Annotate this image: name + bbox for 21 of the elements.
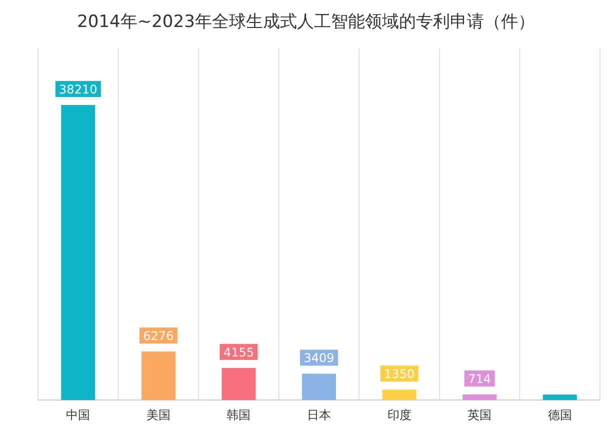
x-tick-label: 中国 [66,408,90,422]
bar [542,394,577,400]
x-tick-label: 日本 [307,408,331,422]
x-tick-label: 韩国 [226,408,251,422]
bar [141,352,176,400]
bar [302,374,336,400]
data-label: 38210 [59,82,98,96]
bar [382,390,416,400]
data-label: 714 [468,372,492,386]
chart-title: 2014年~2023年全球生成式人工智能领域的专利申请（件） [77,12,535,32]
x-tick-label: 英国 [468,408,492,422]
x-tick-label: 德国 [548,408,572,422]
data-label: 3409 [304,351,334,366]
data-label: 6276 [143,329,174,344]
data-label: 1350 [384,367,415,382]
x-tick-label: 美国 [146,408,170,422]
x-tick-label: 印度 [387,408,412,422]
bar [462,394,497,400]
data-label: 4155 [223,345,254,360]
bar [61,105,96,400]
bar [222,368,256,400]
